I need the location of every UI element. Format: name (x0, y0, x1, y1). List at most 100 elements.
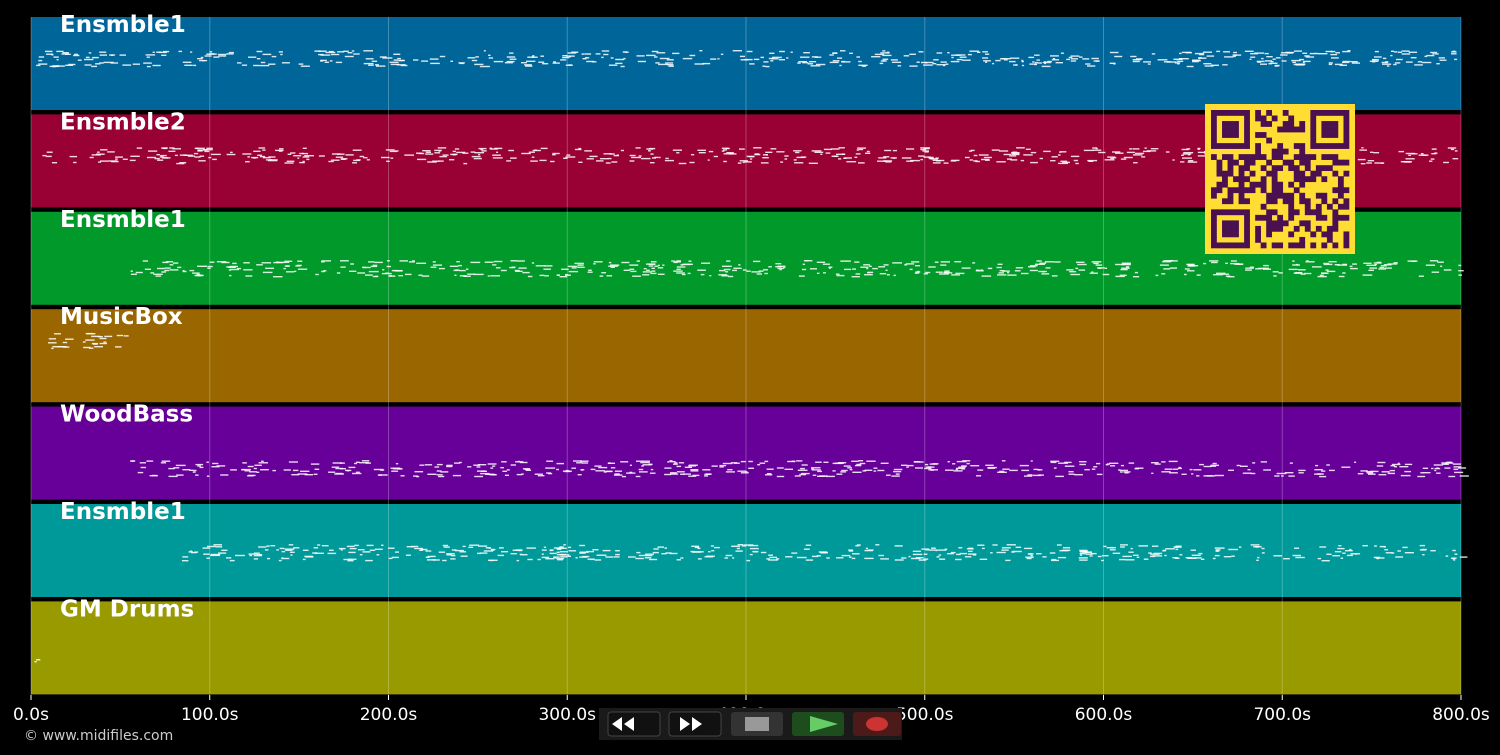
qr-module (1299, 181, 1306, 188)
note (432, 559, 440, 561)
qr-module (1315, 192, 1322, 199)
stop-button[interactable] (731, 712, 783, 736)
note (530, 160, 538, 162)
note (103, 61, 114, 64)
note (690, 470, 699, 472)
record-button[interactable] (853, 712, 901, 736)
note (287, 153, 292, 155)
note (916, 61, 920, 63)
note (1273, 275, 1277, 277)
fast-forward-button[interactable] (668, 711, 722, 737)
note (648, 263, 655, 265)
qr-module (1310, 231, 1317, 238)
qr-module (1315, 110, 1322, 116)
qr-module (1211, 110, 1217, 116)
note (516, 559, 520, 562)
note (975, 160, 980, 163)
note (1366, 264, 1376, 266)
note (297, 157, 300, 159)
note (508, 149, 514, 152)
note (918, 51, 924, 53)
note (135, 271, 143, 274)
qr-module (1332, 110, 1339, 116)
note (1034, 54, 1040, 56)
note (928, 549, 938, 551)
note (1005, 559, 1011, 562)
note (181, 560, 189, 562)
qr-module (1304, 154, 1311, 160)
qr-module (1249, 187, 1256, 194)
qr-module (1227, 225, 1234, 232)
note (176, 162, 185, 165)
note (886, 274, 890, 276)
tick-label: 700.0s (1253, 705, 1311, 725)
note (1110, 157, 1114, 160)
note (882, 50, 886, 52)
note (94, 346, 103, 348)
note (987, 466, 997, 469)
note (99, 342, 107, 345)
note (175, 464, 186, 467)
note (1384, 549, 1389, 551)
qr-module (1244, 242, 1250, 249)
note (153, 273, 163, 275)
qr-module (1304, 220, 1311, 227)
note (1436, 467, 1439, 469)
note (345, 154, 354, 156)
note (578, 161, 583, 163)
note (399, 260, 408, 262)
note (906, 148, 915, 150)
qr-module (1238, 209, 1245, 216)
note (191, 551, 197, 554)
note (740, 460, 746, 463)
note (136, 147, 143, 149)
note (763, 269, 768, 271)
note (38, 59, 43, 62)
qr-module (1238, 198, 1245, 205)
note (1294, 50, 1302, 52)
note (331, 153, 341, 155)
note (999, 58, 1005, 60)
note (258, 546, 267, 548)
note (285, 549, 293, 551)
qr-module (1321, 231, 1328, 238)
note (999, 470, 1005, 473)
qr-module (1277, 154, 1284, 160)
note (351, 50, 355, 52)
note (578, 147, 582, 150)
note (1147, 63, 1151, 65)
note (814, 151, 824, 153)
note (863, 264, 870, 266)
note (592, 549, 599, 551)
note (468, 546, 474, 548)
note (811, 555, 819, 558)
note (1237, 263, 1244, 265)
note (600, 158, 609, 160)
note (842, 153, 845, 155)
note (197, 465, 201, 467)
note (664, 473, 672, 476)
note (623, 57, 626, 60)
note (532, 149, 541, 152)
note (1439, 59, 1447, 61)
play-button[interactable] (792, 712, 844, 736)
qr-module (1266, 225, 1273, 232)
note (1255, 546, 1259, 548)
note (343, 558, 352, 561)
note (565, 469, 569, 472)
note (254, 464, 262, 466)
rewind-button[interactable] (607, 711, 661, 737)
note (666, 64, 674, 66)
note (765, 154, 768, 156)
note (1263, 267, 1269, 269)
note (535, 265, 546, 267)
note (496, 151, 499, 153)
track-name: GM Drums (60, 596, 194, 622)
qr-module (1238, 165, 1245, 172)
note (511, 266, 516, 268)
note (1115, 152, 1124, 154)
note (1082, 551, 1092, 553)
qr-module (1288, 115, 1295, 122)
note (52, 346, 63, 348)
note (1367, 160, 1375, 162)
